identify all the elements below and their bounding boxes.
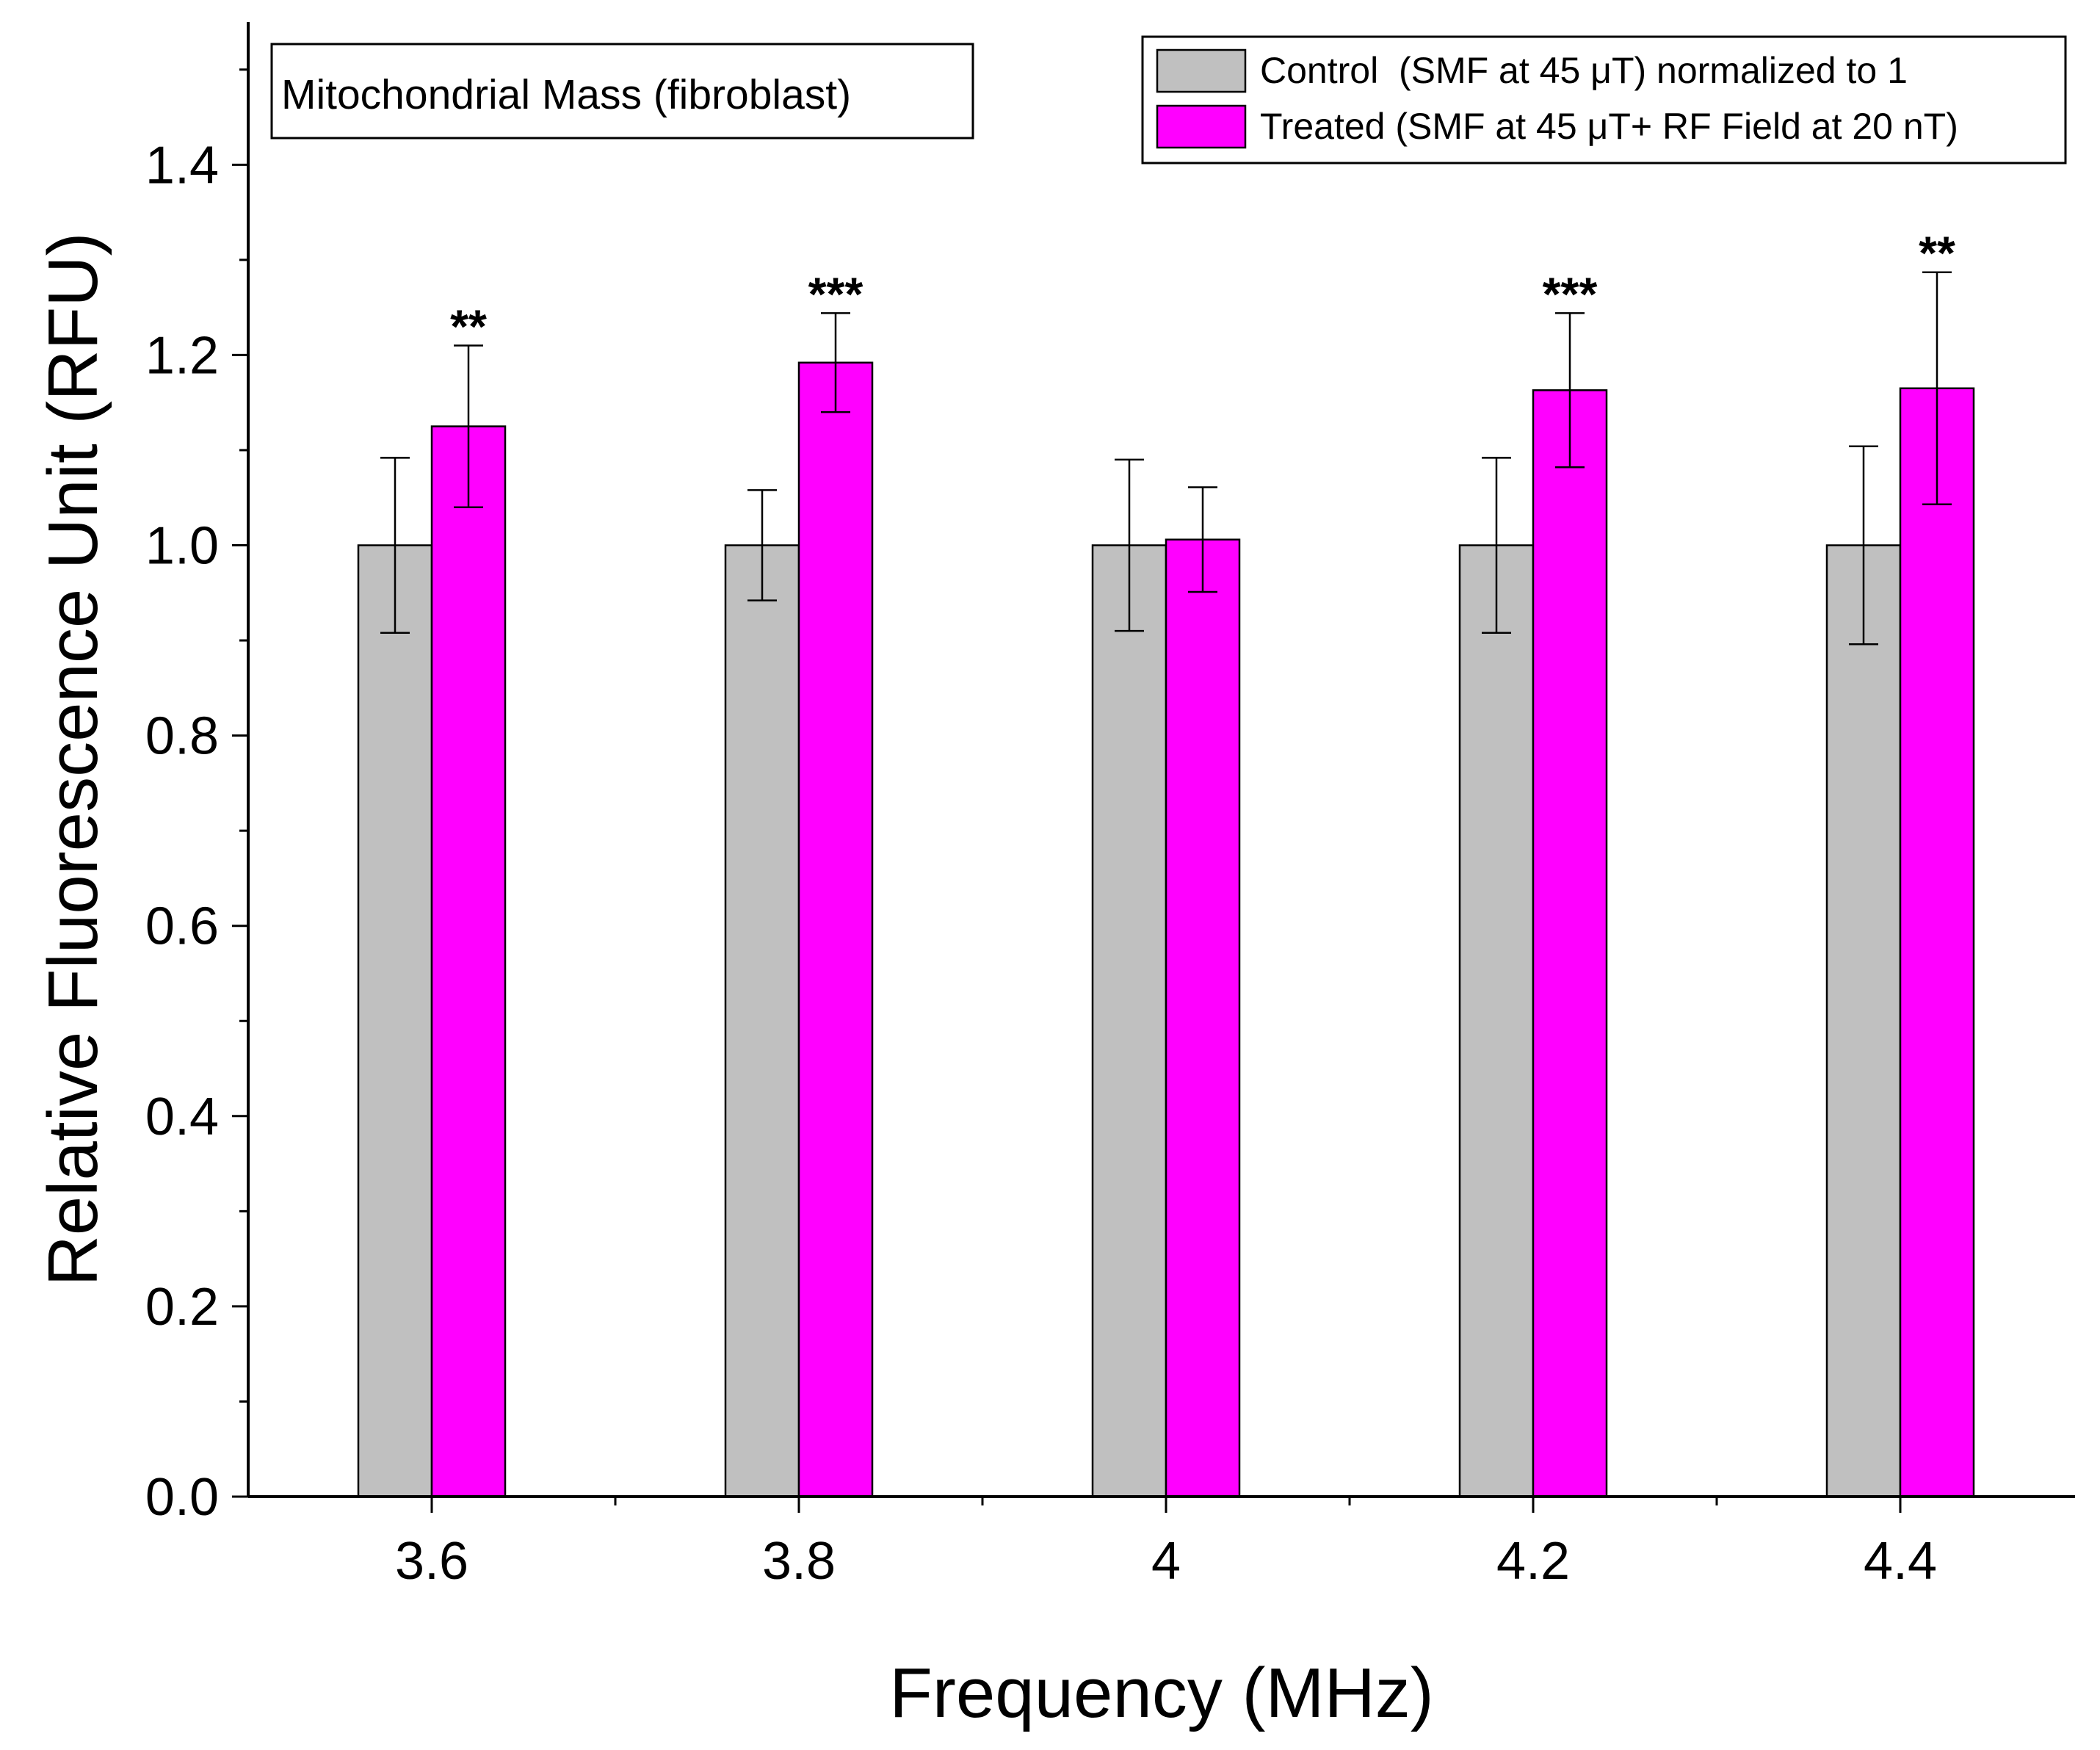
bar-control-3.8	[724, 544, 800, 1498]
legend-frame	[1141, 35, 2067, 164]
y-tick-label: 0.4	[145, 1088, 219, 1146]
bars-layer	[357, 361, 1975, 1498]
error-bar-control-4	[1115, 458, 1144, 632]
error-bar-treated-4	[1188, 486, 1217, 593]
significance-label-3.8: ***	[808, 267, 863, 320]
bar-treated-3.8	[797, 361, 874, 1498]
x-tick-label: 3.8	[762, 1532, 836, 1591]
x-ticks: 3.6 3.8 4 4.2 4.4	[395, 1497, 1937, 1591]
y-tick-label: 1.0	[145, 517, 219, 576]
bar-treated-4.2	[1532, 389, 1608, 1498]
bar-control-3.6	[357, 544, 433, 1498]
x-tick-label: 4	[1151, 1532, 1181, 1591]
significance-label-3.6: **	[450, 300, 487, 352]
annotation-box: Mitochondrial Mass (fibroblast)	[270, 43, 974, 140]
bar-treated-4	[1165, 538, 1241, 1498]
y-tick-label: 1.2	[145, 326, 219, 385]
error-bars-layer	[380, 271, 1952, 646]
bar-control-4.2	[1458, 544, 1535, 1498]
x-tick-label: 4.4	[1864, 1532, 1937, 1591]
y-tick-label: 0.2	[145, 1278, 219, 1337]
error-bar-control-4.4	[1849, 445, 1878, 646]
legend-swatch-control	[1156, 48, 1247, 93]
error-bar-treated-4.4	[1922, 271, 1952, 506]
y-axis-title: Relative Fluorescence Unit (RFU)	[34, 232, 112, 1286]
annotation-frame	[270, 43, 974, 140]
legend-swatch-treated	[1156, 104, 1247, 149]
bar-treated-3.6	[430, 425, 507, 1498]
x-tick-label: 4.2	[1496, 1532, 1570, 1591]
y-tick-label: 1.4	[145, 136, 219, 195]
y-tick-label: 0.6	[145, 897, 219, 956]
annotation-text: Mitochondrial Mass (fibroblast)	[281, 71, 851, 118]
legend-label-treated: Treated (SMF at 45 μT+ RF Field at 20 nT…	[1260, 106, 1958, 147]
significance-layer: ***** *****	[450, 227, 1955, 353]
significance-label-4.2: ***	[1543, 267, 1598, 320]
x-axis-title: Frequency (MHz)	[889, 1654, 1433, 1732]
legend-label-control: Control (SMF at 45 μT) normalized to 1	[1260, 50, 1908, 91]
y-ticks: 0.0 0.2 0.4 0.6 0.8 1.0 1.2 1.4	[145, 68, 248, 1527]
bar-control-4	[1091, 544, 1167, 1498]
error-bar-treated-4.2	[1555, 312, 1585, 469]
significance-label-4.4: **	[1919, 227, 1955, 280]
bar-treated-4.4	[1899, 387, 1975, 1498]
error-bar-treated-3.8	[821, 312, 850, 413]
x-tick-label: 3.6	[395, 1532, 468, 1591]
y-tick-label: 0.8	[145, 707, 219, 766]
error-bar-control-3.6	[380, 457, 410, 634]
y-tick-label: 0.0	[145, 1468, 219, 1527]
error-bar-control-3.8	[747, 489, 777, 601]
error-bar-control-4.2	[1482, 457, 1511, 634]
error-bar-treated-3.6	[454, 344, 483, 508]
bar-control-4.4	[1825, 544, 1902, 1498]
legend: Control (SMF at 45 μT) normalized to 1 T…	[1141, 35, 2067, 164]
